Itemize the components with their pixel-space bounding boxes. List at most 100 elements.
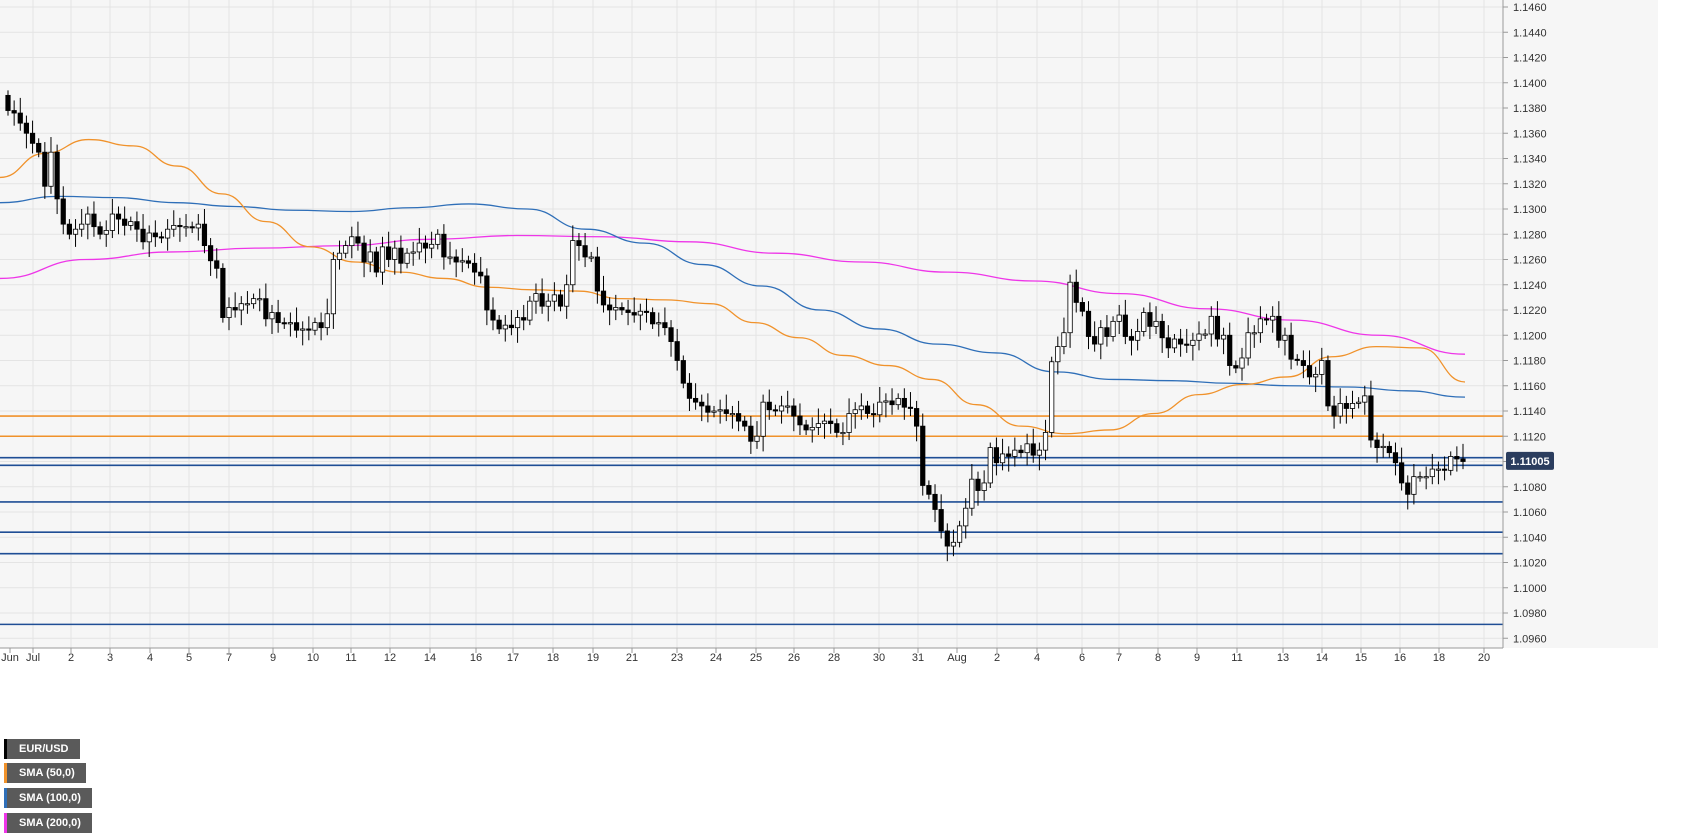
x-tick-label: 15 [1355, 652, 1367, 664]
candle-body [564, 284, 570, 307]
candle-body [895, 397, 901, 406]
y-tick-label: 1.1300 [1513, 204, 1547, 216]
candle-body [631, 312, 637, 316]
candle-body [1116, 314, 1122, 322]
candle-body [1190, 339, 1196, 346]
x-tick-label: 20 [1478, 652, 1490, 664]
y-tick-label: 1.1440 [1513, 27, 1547, 39]
candle-body [987, 447, 993, 484]
candle-body [692, 397, 699, 403]
candle-body [152, 232, 158, 238]
current-price-tag [1506, 451, 1554, 470]
candle-body [1448, 456, 1454, 471]
candle-body [1386, 445, 1392, 454]
candle-body [429, 243, 435, 249]
candle-body [883, 400, 889, 403]
candle-body [557, 294, 564, 307]
candle-body [539, 293, 545, 307]
legend-item-sma200[interactable]: SMA (200,0) [4, 813, 92, 833]
candle-body [257, 298, 263, 301]
candle-body [422, 242, 429, 249]
candle-body [1184, 343, 1190, 346]
candle-body [1006, 453, 1012, 457]
candle-body [1441, 468, 1448, 471]
candle-body [821, 420, 828, 425]
candle-body [1349, 403, 1356, 409]
y-tick-label: 1.1340 [1513, 154, 1547, 166]
candle-body [956, 525, 963, 543]
candle-body [189, 226, 195, 229]
y-tick-label: 1.1200 [1513, 330, 1547, 342]
candle-body [293, 322, 300, 331]
x-tick-label: 12 [384, 652, 396, 664]
x-tick-label: 2 [994, 652, 1000, 664]
candle-body [1110, 320, 1116, 337]
candle-body [355, 236, 361, 244]
y-tick-label: 1.1020 [1513, 558, 1547, 570]
candle-body [392, 247, 398, 260]
candle-body [1208, 315, 1214, 335]
candle-body [72, 228, 79, 235]
candle-body [379, 246, 386, 273]
x-tick-label: 9 [1194, 652, 1200, 664]
sma-200-line [0, 234, 1466, 355]
legend-item-sma50[interactable]: SMA (50,0) [4, 763, 86, 783]
x-tick-label: 16 [1394, 652, 1406, 664]
x-tick-label: Jun [1, 652, 19, 664]
candle-body [1042, 432, 1049, 451]
x-tick-label: 9 [270, 652, 276, 664]
x-tick-label: 16 [470, 652, 482, 664]
candle-body [269, 312, 275, 320]
candle-body [914, 408, 920, 427]
candle-body [785, 405, 791, 408]
candle-body [1177, 338, 1184, 345]
candle-body [1030, 443, 1036, 456]
candle-body [662, 322, 668, 329]
y-tick-label: 1.1380 [1513, 103, 1547, 115]
candle-body [496, 319, 502, 330]
legend-item-eurusd[interactable]: EUR/USD [4, 739, 80, 759]
candle-body [60, 198, 66, 225]
candle-body [1460, 458, 1466, 462]
candle-body [637, 310, 643, 316]
candle-body [1147, 312, 1153, 327]
x-tick-label: 2 [68, 652, 74, 664]
candle-body [846, 413, 852, 433]
candle-body [1356, 401, 1362, 404]
candle-body [1153, 320, 1159, 327]
candle-body [1202, 333, 1208, 336]
candle-body [920, 425, 926, 486]
candle-body [122, 218, 128, 226]
candle-body [1380, 445, 1386, 449]
candle-body [852, 409, 858, 414]
candle-body [772, 409, 779, 412]
candle-body [373, 251, 379, 273]
candle-body [1233, 365, 1239, 369]
candle-body [594, 256, 600, 292]
candle-body [17, 112, 23, 124]
candle-body [588, 256, 594, 259]
candle-body [165, 228, 171, 239]
candle-body [183, 226, 189, 229]
candle-body [361, 242, 367, 263]
candle-body [226, 307, 232, 318]
candle-body [5, 94, 11, 111]
candle-body [656, 322, 662, 325]
candle-body [1331, 405, 1337, 417]
candle-body [901, 397, 907, 408]
y-tick-label: 1.1040 [1513, 532, 1547, 544]
candle-body [840, 432, 846, 435]
candle-body [1306, 365, 1313, 378]
candle-body [791, 405, 797, 417]
candle-body [1417, 476, 1423, 479]
candle-body [999, 453, 1006, 464]
y-tick-label: 1.1320 [1513, 179, 1547, 191]
x-tick-label: 6 [1079, 652, 1085, 664]
candle-body [441, 233, 447, 258]
legend-item-sma100[interactable]: SMA (100,0) [4, 788, 92, 808]
candle-body [864, 405, 871, 414]
candle-body [214, 260, 220, 269]
candle-body [521, 317, 527, 321]
candle-body [386, 246, 392, 260]
candle-body [1079, 302, 1085, 312]
